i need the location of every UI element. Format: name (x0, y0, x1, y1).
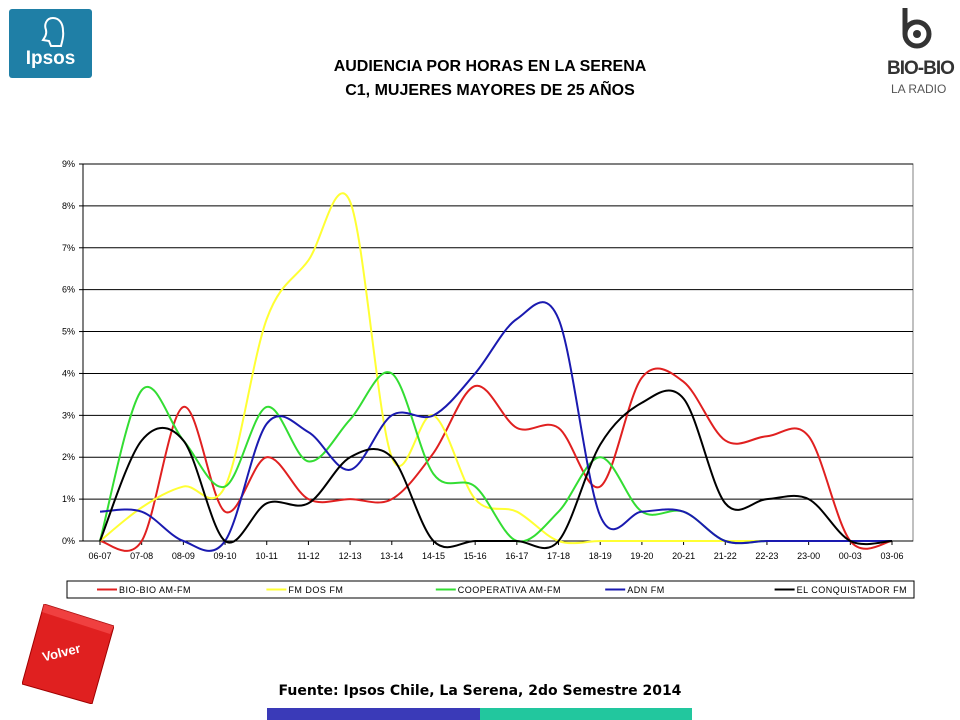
legend-label: ADN FM (627, 585, 665, 595)
y-tick-label: 5% (62, 327, 75, 337)
series-line-0 (99, 367, 893, 552)
x-tick-label: 15-16 (464, 551, 487, 561)
x-tick-label: 22-23 (755, 551, 778, 561)
y-tick-label: 3% (62, 410, 75, 420)
footer-bar-green (480, 708, 692, 720)
x-tick-label: 06-07 (88, 551, 111, 561)
series-line-1 (99, 192, 892, 545)
x-tick-label: 18-19 (589, 551, 612, 561)
x-tick-label: 14-15 (422, 551, 445, 561)
biobio-logo: BIO-BIO LA RADIO (875, 4, 955, 104)
y-tick-label: 0% (62, 536, 75, 546)
x-tick-label: 16-17 (505, 551, 528, 561)
series-line-4 (99, 389, 893, 550)
x-tick-label: 20-21 (672, 551, 695, 561)
plot-area (82, 163, 914, 542)
x-tick-label: 23-00 (797, 551, 820, 561)
y-tick-label: 2% (62, 452, 75, 462)
biobio-symbol-icon (902, 8, 932, 49)
y-tick-label: 9% (62, 159, 75, 169)
biobio-logo-text: BIO-BIO (887, 58, 955, 79)
ipsos-logo: Ipsos (9, 9, 92, 78)
y-tick-label: 6% (62, 285, 75, 295)
y-tick-label: 7% (62, 243, 75, 253)
series-line-3 (99, 301, 892, 552)
x-tick-label: 12-13 (339, 551, 362, 561)
chart-title: AUDIENCIA POR HORAS EN LA SERENA (333, 58, 647, 75)
x-tick-label: 21-22 (714, 551, 737, 561)
x-tick-label: 00-03 (839, 551, 862, 561)
biobio-logo-subtext: LA RADIO (891, 82, 947, 96)
legend-label: COOPERATIVA AM-FM (458, 585, 561, 595)
legend-label: BIO-BIO AM-FM (119, 585, 191, 595)
x-tick-label: 10-11 (256, 551, 278, 561)
y-tick-label: 4% (62, 368, 75, 378)
legend-label: EL CONQUISTADOR FM (797, 585, 908, 595)
chart-subtitle: C1, MUJERES MAYORES DE 25 AÑOS (345, 82, 635, 99)
x-tick-label: 17-18 (547, 551, 570, 561)
source-note: Fuente: Ipsos Chile, La Serena, 2do Seme… (278, 683, 682, 699)
x-tick-label: 11-12 (297, 551, 319, 561)
y-tick-label: 8% (62, 201, 75, 211)
legend-box (66, 580, 915, 599)
x-tick-label: 09-10 (214, 551, 237, 561)
legend-label: FM DOS FM (288, 585, 343, 595)
y-tick-label: 1% (62, 494, 75, 504)
x-tick-label: 03-06 (880, 551, 903, 561)
ipsos-head-icon (41, 17, 65, 47)
x-tick-label: 07-08 (130, 551, 153, 561)
volver-button[interactable] (22, 604, 114, 704)
x-tick-label: 19-20 (630, 551, 653, 561)
ipsos-logo-text: Ipsos (25, 48, 76, 69)
x-tick-label: 13-14 (380, 551, 403, 561)
x-tick-label: 08-09 (172, 551, 195, 561)
footer-bar-blue (267, 708, 480, 720)
